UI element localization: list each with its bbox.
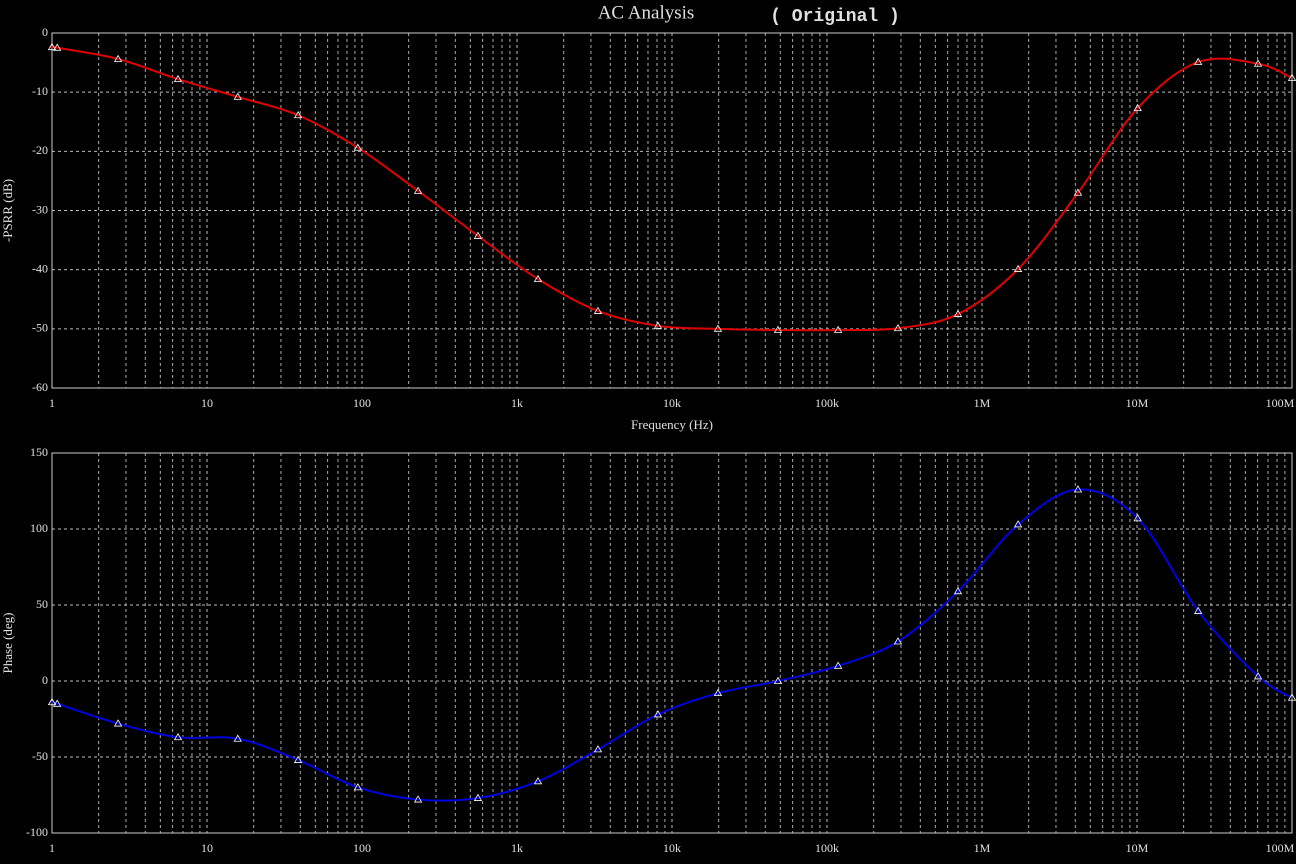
y-axis-label: Phase (deg) bbox=[0, 612, 15, 673]
data-point bbox=[52, 699, 62, 707]
data-point bbox=[353, 783, 363, 791]
data-point bbox=[1253, 59, 1263, 67]
data-point bbox=[1073, 188, 1083, 196]
data-point bbox=[833, 325, 843, 333]
plot-frame bbox=[51, 452, 1293, 834]
data-point bbox=[1133, 514, 1142, 522]
x-tick-label: 10 bbox=[201, 396, 213, 410]
data-point bbox=[233, 92, 242, 100]
data-point bbox=[173, 74, 183, 83]
y-tick-label: 50 bbox=[36, 597, 48, 611]
data-point bbox=[893, 323, 903, 332]
y-tick-label: -100 bbox=[26, 825, 48, 839]
data-point bbox=[1193, 606, 1203, 614]
x-axis-label: Frequency (Hz) bbox=[631, 417, 713, 432]
data-point bbox=[773, 325, 783, 333]
data-point bbox=[113, 719, 123, 727]
x-tick-label: 1 bbox=[49, 841, 55, 855]
chart-title: AC Analysis bbox=[598, 2, 695, 23]
data-point bbox=[1253, 672, 1263, 680]
y-tick-label: -40 bbox=[32, 261, 48, 275]
chart-subtitle: ( Original ) bbox=[770, 7, 900, 27]
x-tick-label: 10 bbox=[201, 841, 213, 855]
y-tick-label: 100 bbox=[30, 521, 48, 535]
y-tick-label: -10 bbox=[32, 84, 48, 98]
data-point bbox=[173, 732, 183, 741]
series-line bbox=[49, 45, 1293, 332]
data-point bbox=[953, 587, 963, 595]
data-point bbox=[473, 231, 483, 239]
data-point bbox=[1287, 693, 1296, 701]
x-tick-label: 1M bbox=[974, 841, 991, 855]
data-point bbox=[533, 777, 543, 785]
data-point bbox=[1013, 520, 1023, 528]
x-tick-label: 1 bbox=[49, 396, 55, 410]
data-point bbox=[413, 795, 423, 803]
data-point bbox=[473, 793, 483, 801]
x-tick-label: 1M bbox=[974, 396, 991, 410]
data-point bbox=[713, 688, 723, 697]
plot-frame bbox=[51, 32, 1293, 389]
x-tick-label: 100 bbox=[353, 841, 371, 855]
y-tick-label: -30 bbox=[32, 202, 48, 216]
x-tick-label: 10k bbox=[663, 396, 681, 410]
data-point bbox=[52, 43, 62, 51]
data-point bbox=[233, 734, 242, 742]
data-point bbox=[113, 54, 123, 62]
data-point bbox=[353, 143, 363, 151]
data-point bbox=[293, 755, 303, 763]
y-tick-label: -50 bbox=[32, 321, 48, 335]
x-tick-label: 100k bbox=[815, 841, 839, 855]
x-tick-label: 100 bbox=[353, 396, 371, 410]
data-point bbox=[1013, 264, 1023, 272]
y-tick-label: -20 bbox=[32, 143, 48, 157]
data-point bbox=[1287, 73, 1296, 81]
y-tick-label: 150 bbox=[30, 445, 48, 459]
data-point bbox=[893, 637, 903, 645]
y-tick-label: -50 bbox=[32, 749, 48, 763]
data-point bbox=[47, 697, 57, 706]
data-point bbox=[593, 306, 603, 314]
series-line bbox=[49, 488, 1293, 802]
y-axis-label: -PSRR (dB) bbox=[0, 179, 15, 242]
data-point bbox=[47, 42, 57, 51]
data-point bbox=[773, 676, 783, 684]
x-tick-label: 100M bbox=[1266, 396, 1295, 410]
y-tick-label: 0 bbox=[42, 673, 48, 687]
x-tick-label: 100M bbox=[1266, 841, 1295, 855]
data-point bbox=[833, 661, 843, 669]
x-tick-label: 10k bbox=[663, 841, 681, 855]
data-point bbox=[413, 186, 423, 194]
x-tick-label: 10M bbox=[1126, 396, 1149, 410]
data-point bbox=[1133, 103, 1142, 112]
data-point bbox=[593, 745, 603, 753]
data-point bbox=[653, 321, 663, 329]
x-tick-label: 10M bbox=[1126, 841, 1149, 855]
y-tick-label: -60 bbox=[32, 380, 48, 394]
data-point bbox=[953, 309, 963, 317]
y-tick-label: 0 bbox=[42, 25, 48, 39]
x-tick-label: 100k bbox=[815, 396, 839, 410]
x-tick-label: 1k bbox=[511, 841, 523, 855]
data-point bbox=[1073, 485, 1083, 493]
data-point bbox=[533, 274, 543, 283]
data-point bbox=[293, 110, 303, 119]
data-point bbox=[1193, 57, 1203, 65]
data-point bbox=[713, 324, 723, 332]
data-point bbox=[653, 710, 663, 718]
x-tick-label: 1k bbox=[511, 396, 523, 410]
